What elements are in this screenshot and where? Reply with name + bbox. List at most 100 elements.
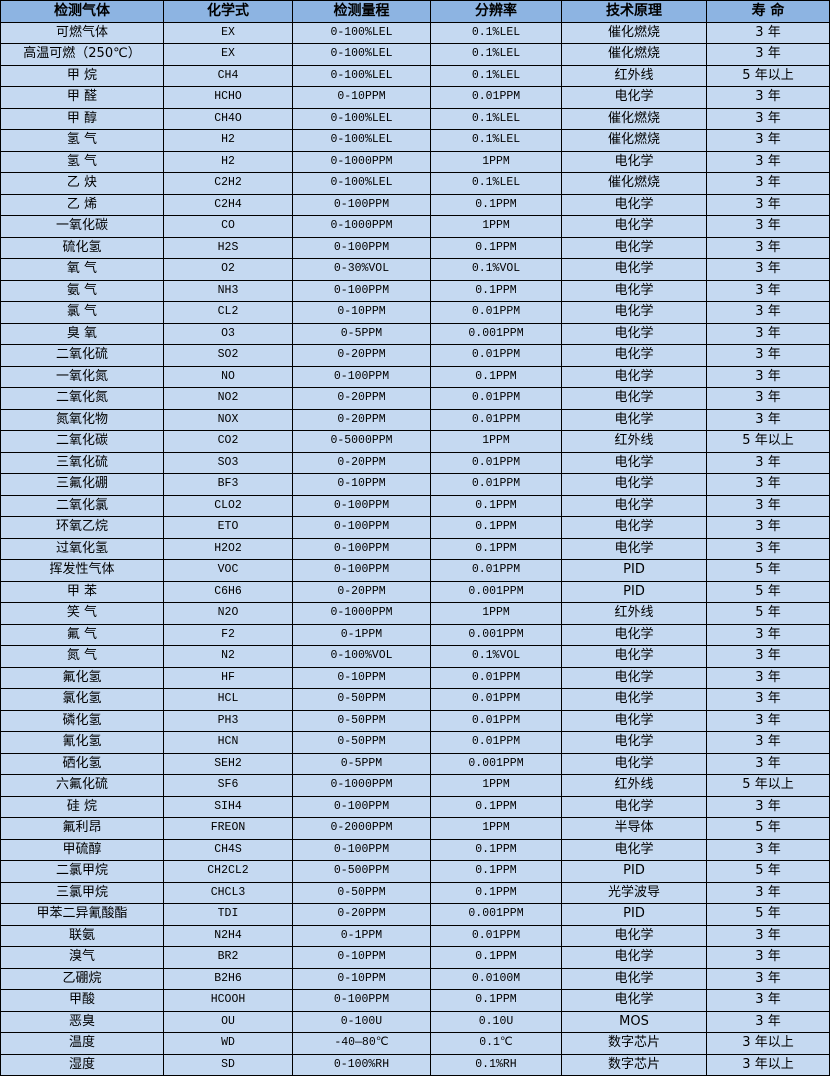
resolution-cell: 0.1PPM <box>430 494 562 517</box>
range-cell: 0-20PPM <box>292 387 431 410</box>
table-row: 甲 苯 C6H6 0-20PPM 0.001PPM PID 5 年 <box>0 580 830 603</box>
resolution-cell: 0.0100M <box>430 967 562 990</box>
lifespan-cell: 3 年 <box>706 924 830 947</box>
resolution-cell: 0.01PPM <box>430 709 562 732</box>
principle-cell: 电化学 <box>561 623 707 646</box>
range-cell: 0-10PPM <box>292 86 431 109</box>
table-row: 六氟化硫 SF6 0-1000PPM 1PPM 红外线 5 年以上 <box>0 774 830 797</box>
formula-cell: B2H6 <box>163 967 293 990</box>
lifespan-cell: 3 年 <box>706 516 830 539</box>
table-row: 二氧化氮 NO2 0-20PPM 0.01PPM 电化学 3 年 <box>0 387 830 410</box>
formula-cell: HCOOH <box>163 989 293 1012</box>
resolution-cell: 0.001PPM <box>430 752 562 775</box>
gas-name-cell: 氰化氢 <box>0 731 164 754</box>
range-cell: 0-10PPM <box>292 967 431 990</box>
gas-name-cell: 二氧化氯 <box>0 494 164 517</box>
header-row: 检测气体 化学式 检测量程 分辨率 技术原理 寿 命 <box>0 0 830 23</box>
lifespan-cell: 5 年 <box>706 903 830 926</box>
header-principle: 技术原理 <box>561 0 707 23</box>
lifespan-cell: 3 年 <box>706 21 830 44</box>
gas-name-cell: 一氧化氮 <box>0 365 164 388</box>
range-cell: 0-100%LEL <box>292 21 431 44</box>
gas-name-cell: 乙 烯 <box>0 193 164 216</box>
resolution-cell: 0.01PPM <box>430 559 562 582</box>
resolution-cell: 0.1PPM <box>430 236 562 259</box>
table-row: 三氯甲烷 CHCL3 0-50PPM 0.1PPM 光学波导 3 年 <box>0 881 830 904</box>
gas-name-cell: 氟化氢 <box>0 666 164 689</box>
formula-cell: O2 <box>163 258 293 281</box>
table-row: 氮 气 N2 0-100%VOL 0.1%VOL 电化学 3 年 <box>0 645 830 668</box>
range-cell: 0-100PPM <box>292 279 431 302</box>
table-row: 三氧化硫 SO3 0-20PPM 0.01PPM 电化学 3 年 <box>0 451 830 474</box>
gas-name-cell: 一氧化碳 <box>0 215 164 238</box>
gas-name-cell: 二氧化氮 <box>0 387 164 410</box>
principle-cell: 电化学 <box>561 645 707 668</box>
range-cell: 0-100%LEL <box>292 129 431 152</box>
gas-name-cell: 笑 气 <box>0 602 164 625</box>
principle-cell: 红外线 <box>561 602 707 625</box>
resolution-cell: 0.1%LEL <box>430 43 562 66</box>
principle-cell: 电化学 <box>561 236 707 259</box>
formula-cell: ETO <box>163 516 293 539</box>
range-cell: 0-2000PPM <box>292 817 431 840</box>
range-cell: 0-100%LEL <box>292 172 431 195</box>
table-row: 氟化氢 HF 0-10PPM 0.01PPM 电化学 3 年 <box>0 666 830 689</box>
formula-cell: H2 <box>163 150 293 173</box>
gas-name-cell: 二氧化硫 <box>0 344 164 367</box>
gas-name-cell: 高温可燃（250℃） <box>0 43 164 66</box>
table-row: 硫化氢 H2S 0-100PPM 0.1PPM 电化学 3 年 <box>0 236 830 259</box>
table-row: 过氧化氢 H2O2 0-100PPM 0.1PPM 电化学 3 年 <box>0 537 830 560</box>
gas-name-cell: 氢 气 <box>0 129 164 152</box>
principle-cell: 催化燃烧 <box>561 172 707 195</box>
formula-cell: SF6 <box>163 774 293 797</box>
lifespan-cell: 3 年 <box>706 279 830 302</box>
formula-cell: H2S <box>163 236 293 259</box>
range-cell: 0-20PPM <box>292 451 431 474</box>
formula-cell: SIH4 <box>163 795 293 818</box>
lifespan-cell: 3 年 <box>706 752 830 775</box>
resolution-cell: 0.10U <box>430 1010 562 1033</box>
table-row: 氟 气 F2 0-1PPM 0.001PPM 电化学 3 年 <box>0 623 830 646</box>
table-row: 甲 烷 CH4 0-100%LEL 0.1%LEL 红外线 5 年以上 <box>0 64 830 87</box>
lifespan-cell: 3 年 <box>706 86 830 109</box>
formula-cell: BF3 <box>163 473 293 496</box>
table-row: 乙硼烷 B2H6 0-10PPM 0.0100M 电化学 3 年 <box>0 967 830 990</box>
lifespan-cell: 3 年 <box>706 494 830 517</box>
principle-cell: 电化学 <box>561 86 707 109</box>
principle-cell: 电化学 <box>561 408 707 431</box>
gas-name-cell: 溴气 <box>0 946 164 969</box>
resolution-cell: 1PPM <box>430 602 562 625</box>
range-cell: 0-100PPM <box>292 516 431 539</box>
resolution-cell: 0.01PPM <box>430 344 562 367</box>
range-cell: 0-10PPM <box>292 666 431 689</box>
formula-cell: SD <box>163 1053 293 1076</box>
resolution-cell: 0.01PPM <box>430 731 562 754</box>
gas-name-cell: 氨 气 <box>0 279 164 302</box>
lifespan-cell: 3 年以上 <box>706 1053 830 1076</box>
gas-name-cell: 甲 醛 <box>0 86 164 109</box>
lifespan-cell: 3 年 <box>706 967 830 990</box>
range-cell: 0-20PPM <box>292 408 431 431</box>
principle-cell: 电化学 <box>561 688 707 711</box>
gas-name-cell: 可燃气体 <box>0 21 164 44</box>
formula-cell: N2 <box>163 645 293 668</box>
resolution-cell: 0.1%LEL <box>430 64 562 87</box>
gas-name-cell: 甲硫醇 <box>0 838 164 861</box>
lifespan-cell: 3 年 <box>706 150 830 173</box>
table-row: 甲 醇 CH4O 0-100%LEL 0.1%LEL 催化燃烧 3 年 <box>0 107 830 130</box>
table-row: 笑 气 N2O 0-1000PPM 1PPM 红外线 5 年 <box>0 602 830 625</box>
formula-cell: CO <box>163 215 293 238</box>
range-cell: 0-50PPM <box>292 731 431 754</box>
resolution-cell: 0.001PPM <box>430 903 562 926</box>
lifespan-cell: 3 年 <box>706 709 830 732</box>
lifespan-cell: 3 年 <box>706 408 830 431</box>
lifespan-cell: 3 年 <box>706 731 830 754</box>
principle-cell: 电化学 <box>561 516 707 539</box>
table-row: 氮氧化物 NOX 0-20PPM 0.01PPM 电化学 3 年 <box>0 408 830 431</box>
range-cell: 0-5000PPM <box>292 430 431 453</box>
gas-name-cell: 过氧化氢 <box>0 537 164 560</box>
gas-name-cell: 氟 气 <box>0 623 164 646</box>
resolution-cell: 0.01PPM <box>430 301 562 324</box>
table-row: 温度 WD -40—80℃ 0.1℃ 数字芯片 3 年以上 <box>0 1032 830 1055</box>
principle-cell: PID <box>561 903 707 926</box>
